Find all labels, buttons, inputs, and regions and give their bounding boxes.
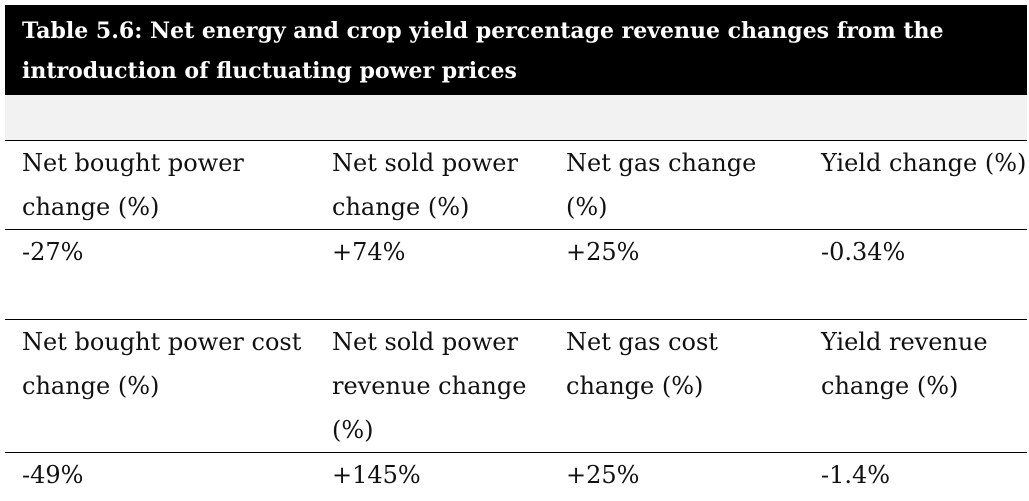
value-row: -27% +74% +25% -0.34% bbox=[5, 229, 1027, 320]
data-table: Net bought power change (%) Net sold powe… bbox=[5, 140, 1027, 501]
table-body: Net bought power change (%) Net sold powe… bbox=[5, 140, 1027, 501]
title-bar: Table 5.6: Net energy and crop yield per… bbox=[5, 5, 1027, 95]
header-cell: Yield revenue change (%) bbox=[804, 319, 1027, 453]
spacer-band bbox=[5, 95, 1027, 140]
value-cell: -1.4% bbox=[804, 452, 1027, 501]
header-cell: Net bought power change (%) bbox=[5, 140, 315, 230]
header-cell: Net sold power change (%) bbox=[315, 140, 549, 230]
header-cell: Net bought power cost change (%) bbox=[5, 319, 315, 453]
value-cell: +145% bbox=[315, 452, 549, 501]
value-cell: -49% bbox=[5, 452, 315, 501]
header-row: Net bought power cost change (%) Net sold… bbox=[5, 319, 1027, 453]
header-cell: Yield change (%) bbox=[804, 140, 1027, 230]
value-cell: +74% bbox=[315, 229, 549, 320]
value-cell: -27% bbox=[5, 229, 315, 320]
header-cell: Net sold power revenue change (%) bbox=[315, 319, 549, 453]
header-cell: Net gas change (%) bbox=[549, 140, 804, 230]
value-cell: +25% bbox=[549, 229, 804, 320]
value-row: -49% +145% +25% -1.4% bbox=[5, 452, 1027, 501]
header-cell: Net gas cost change (%) bbox=[549, 319, 804, 453]
header-row: Net bought power change (%) Net sold powe… bbox=[5, 140, 1027, 230]
table-title: Table 5.6: Net energy and crop yield per… bbox=[22, 18, 944, 84]
value-cell: -0.34% bbox=[804, 229, 1027, 320]
value-cell: +25% bbox=[549, 452, 804, 501]
